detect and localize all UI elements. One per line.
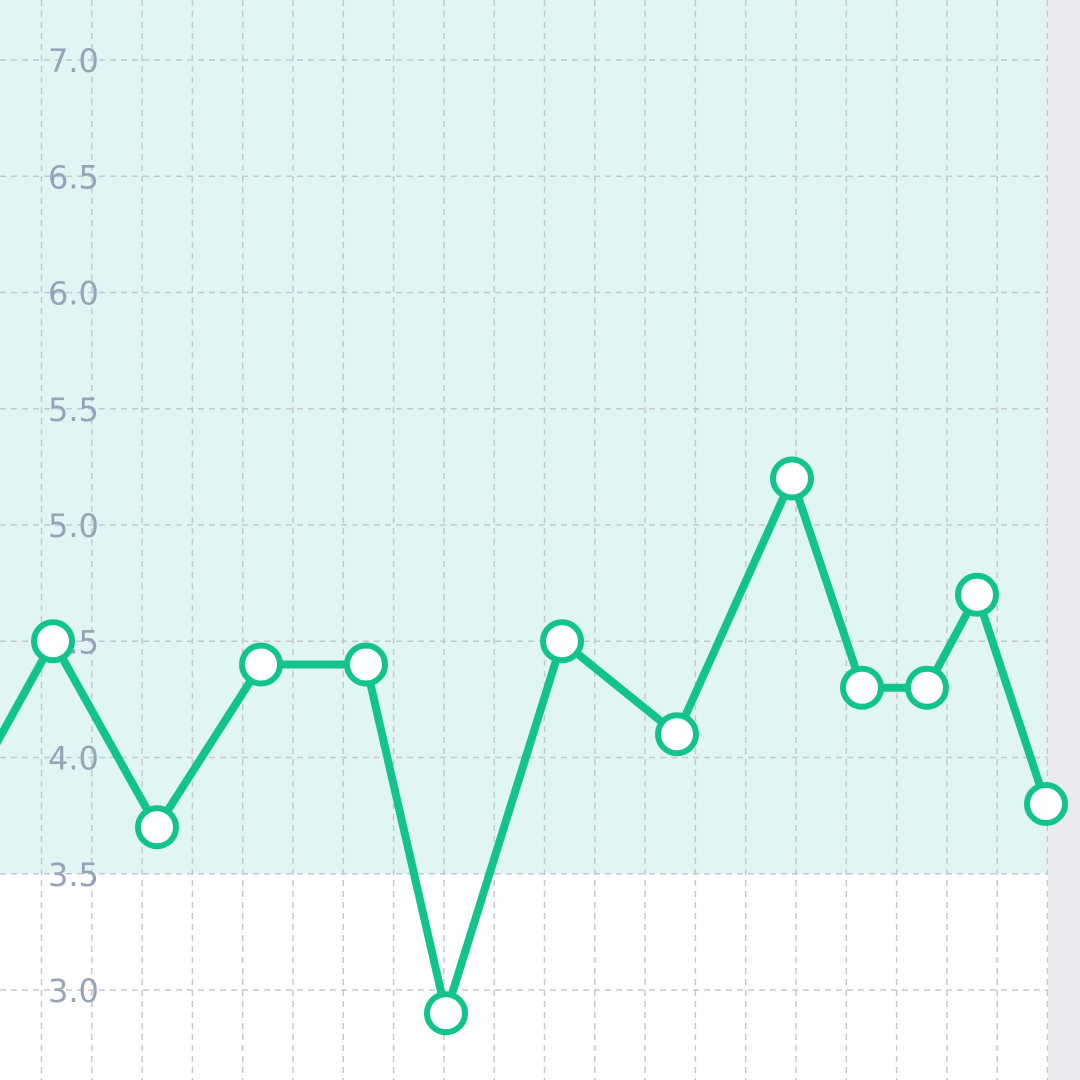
data-point — [1024, 782, 1068, 826]
data-point — [424, 991, 468, 1036]
y-tick-label: 3.5 — [48, 856, 99, 894]
right-panel — [1048, 0, 1080, 1080]
shaded-band — [0, 0, 1048, 874]
series — [0, 456, 1068, 1036]
data-point — [239, 642, 283, 687]
data-point — [135, 805, 179, 850]
y-tick-label: 6.0 — [48, 275, 99, 313]
y-tick-label: 4.0 — [48, 740, 99, 778]
grid — [0, 0, 1049, 1080]
data-point — [540, 619, 584, 664]
data-point — [655, 712, 699, 757]
data-point — [770, 456, 814, 501]
data-point — [840, 665, 884, 710]
data-point — [31, 619, 75, 664]
y-tick-label: 5.0 — [48, 507, 99, 545]
y-tick-label: 3.0 — [48, 972, 99, 1010]
data-point — [955, 572, 999, 617]
y-tick-label: 7.0 — [48, 42, 99, 80]
y-axis-ticks: 3.03.54.04.55.05.56.06.57.0 — [48, 42, 99, 1010]
data-point — [905, 665, 949, 710]
shaded-band-rect — [0, 0, 1048, 874]
data-point — [344, 642, 388, 687]
y-tick-label: 5.5 — [48, 391, 99, 429]
y-tick-label: 6.5 — [48, 158, 99, 196]
